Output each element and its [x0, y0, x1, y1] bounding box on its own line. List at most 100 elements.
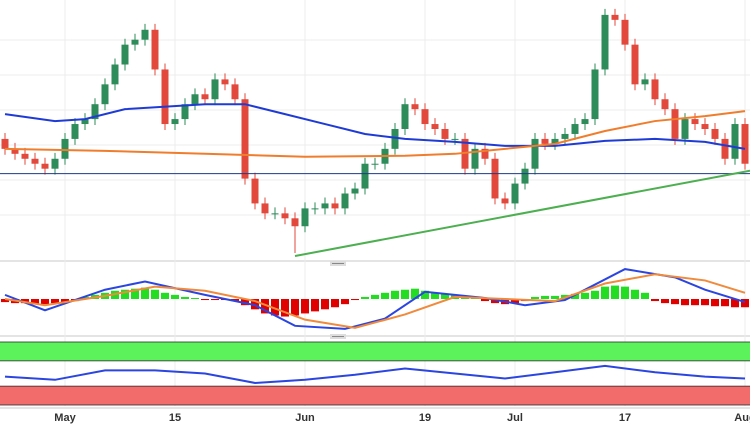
candle-body — [491, 158, 499, 199]
resize-handle[interactable] — [330, 261, 346, 266]
histogram-bar — [121, 289, 129, 299]
candle-body — [341, 193, 349, 209]
x-tick-label: Jun — [295, 412, 315, 424]
histogram-bar — [31, 299, 39, 305]
histogram-bar — [131, 288, 139, 299]
candle-body — [251, 178, 259, 204]
candle-body — [31, 158, 39, 164]
histogram-bar — [371, 294, 379, 299]
histogram-bar — [591, 290, 599, 299]
candle-body — [351, 188, 359, 194]
candle-body — [571, 124, 579, 134]
candle-body — [111, 64, 119, 85]
candle-body — [181, 104, 189, 120]
line — [4, 103, 746, 150]
candle-body — [21, 153, 29, 159]
candle-body — [311, 208, 319, 210]
histogram-bar — [741, 299, 749, 308]
candle-body — [741, 124, 749, 164]
candle-body — [451, 138, 459, 140]
candle-body — [391, 129, 399, 149]
resize-handle[interactable] — [330, 334, 346, 339]
candle-body — [421, 109, 429, 125]
histogram-bar — [631, 289, 639, 299]
histogram-bar — [361, 296, 369, 299]
candle-body — [171, 119, 179, 125]
histogram-bar — [251, 299, 259, 310]
candle-body — [271, 213, 279, 215]
candle-body — [71, 124, 79, 139]
histogram-bar — [311, 299, 319, 312]
histogram-bar — [551, 295, 559, 299]
histogram-bar — [61, 299, 69, 303]
candle-body — [131, 39, 139, 45]
histogram-bar — [261, 299, 269, 314]
histogram-bar — [731, 299, 739, 308]
histogram-bar — [341, 299, 349, 305]
line — [294, 169, 750, 257]
histogram-bar — [671, 299, 679, 305]
x-tick-label: Aug — [734, 412, 750, 424]
histogram-bar — [191, 297, 199, 299]
histogram-bar — [321, 299, 329, 310]
candle-body — [551, 138, 559, 144]
histogram-bar — [271, 299, 279, 316]
histogram-bar — [51, 299, 59, 304]
candle-body — [731, 124, 739, 159]
candle-body — [711, 129, 719, 139]
histogram-bar — [711, 299, 719, 307]
histogram-bar — [621, 286, 629, 299]
histogram-bar — [651, 299, 659, 302]
histogram-bar — [151, 289, 159, 299]
candle-body — [281, 213, 289, 219]
candle-body — [441, 129, 449, 139]
x-tick-label: 17 — [619, 412, 631, 424]
candle-body — [531, 138, 539, 169]
histogram-bar — [421, 290, 429, 299]
histogram-bar — [441, 293, 449, 299]
candle-body — [681, 119, 689, 139]
candle-body — [11, 148, 19, 154]
histogram-bar — [391, 290, 399, 299]
histogram-bar — [211, 299, 219, 301]
candle-body — [41, 163, 49, 169]
candle-body — [301, 208, 309, 227]
candle-body — [651, 79, 659, 100]
histogram-bar — [291, 299, 299, 316]
histogram-bar — [481, 299, 489, 302]
histogram-bar — [491, 299, 499, 304]
histogram-bar — [161, 292, 169, 299]
candle-body — [221, 79, 229, 85]
candle-body — [81, 119, 89, 125]
candle-body — [361, 163, 369, 189]
line — [4, 273, 746, 329]
x-tick-label: 15 — [169, 412, 181, 424]
candle-body — [261, 203, 269, 214]
candle-body — [471, 148, 479, 169]
histogram-bar — [541, 295, 549, 299]
histogram-bar — [81, 296, 89, 299]
line — [4, 110, 746, 158]
candle-body — [411, 104, 419, 110]
candle-body — [141, 29, 149, 40]
histogram-bar — [641, 292, 649, 299]
candle-body — [321, 203, 329, 209]
candle-body — [211, 79, 219, 100]
candle-body — [61, 138, 69, 159]
candle-body — [521, 168, 529, 184]
candle-body — [561, 133, 569, 139]
candle-body — [151, 29, 159, 70]
candle-body — [101, 84, 109, 105]
histogram-bar — [171, 294, 179, 299]
candle-body — [481, 148, 489, 159]
candle-body — [1, 138, 9, 149]
histogram-bar — [351, 299, 359, 301]
candle-body — [51, 158, 59, 169]
candle-body — [231, 84, 239, 100]
candle-body — [401, 104, 409, 129]
candle-body — [721, 138, 729, 159]
candle-body — [501, 198, 509, 204]
candle-body — [611, 14, 619, 20]
x-tick-label: May — [54, 412, 76, 424]
histogram-bar — [401, 289, 409, 299]
